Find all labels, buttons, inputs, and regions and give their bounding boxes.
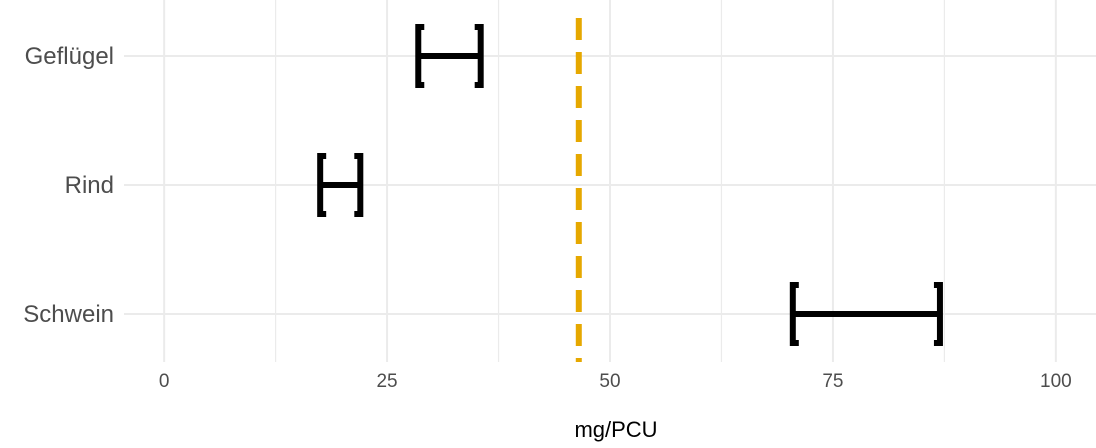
y-tick-label: Geflügel [25, 43, 114, 70]
x-tick-label: 50 [599, 371, 620, 392]
x-axis-tick-labels: 0 25 50 75 100 [159, 371, 1072, 392]
interval-high-bracket [354, 153, 364, 217]
y-tick-label: Rind [65, 172, 114, 199]
interval-rind [317, 153, 364, 217]
interval-high-bracket [933, 282, 943, 346]
interval-low-bracket [789, 282, 799, 346]
x-tick-label: 75 [822, 371, 843, 392]
x-tick-label: 0 [159, 371, 170, 392]
y-axis-tick-labels: Geflügel Rind Schwein [23, 43, 114, 328]
x-axis-title: mg/PCU [574, 417, 657, 442]
interval-high-bracket [474, 24, 484, 88]
interval-marks [317, 24, 943, 346]
x-tick-label: 25 [376, 371, 397, 392]
interval-schwein [789, 282, 943, 346]
minor-gridlines [274, 0, 946, 362]
x-tick-label: 100 [1040, 371, 1072, 392]
y-tick-label: Schwein [23, 301, 114, 328]
interval-low-bracket [317, 153, 327, 217]
major-gridlines [124, 0, 1096, 362]
interval-low-bracket [415, 24, 425, 88]
interval-geflügel [415, 24, 484, 88]
